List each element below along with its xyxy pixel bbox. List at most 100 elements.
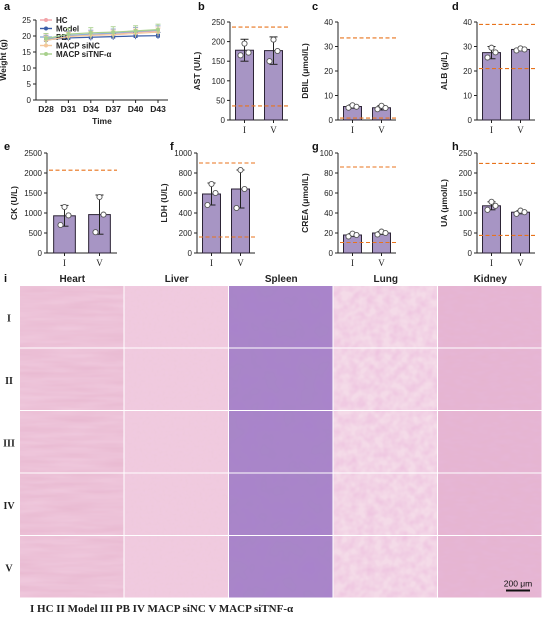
histology-panel: i Heart Liver Spleen Lung KidneyIIIIIIIVV200 …: [3, 273, 542, 598]
tile-texture: [229, 411, 333, 473]
x-tick-label: V: [270, 125, 277, 135]
y-tick-label: 20: [324, 229, 333, 238]
histology-tile: [333, 286, 437, 348]
data-point: [521, 209, 528, 216]
chart-f: 0 200 400 600 800 1000 LDH (U/L) I V: [159, 149, 255, 268]
y-tick-label: 5: [27, 80, 32, 89]
y-tick-label: 100: [212, 77, 226, 86]
data-point: [488, 198, 495, 205]
x-tick-label: D28: [38, 104, 54, 114]
y-axis-label: CREA (μmol/L): [300, 173, 310, 233]
y-tick-label: 50: [216, 96, 225, 105]
y-tick-label: 0: [221, 116, 226, 125]
data-point: [44, 36, 48, 41]
y-tick-label: 100: [459, 209, 473, 218]
x-axis-label: Time: [92, 116, 112, 126]
row-label: IV: [3, 501, 15, 512]
x-tick-label: D34: [83, 104, 99, 114]
histology-tile: [124, 348, 228, 410]
data-point: [374, 106, 381, 113]
y-axis-label: DBIL (μmol/L): [300, 43, 310, 99]
y-tick-label: 400: [179, 209, 193, 218]
panel-label-b: b: [198, 1, 205, 13]
data-point: [111, 30, 116, 35]
x-tick-label: I: [243, 125, 246, 135]
y-tick-label: 200: [459, 169, 473, 178]
y-tick-label: 30: [324, 43, 333, 52]
histology-tile: [124, 536, 228, 598]
panel-label-d: d: [452, 1, 459, 13]
y-axis-label: LDH (U/L): [159, 183, 169, 222]
x-tick-label: V: [237, 258, 244, 268]
y-tick-label: 600: [179, 189, 193, 198]
row-label: V: [5, 563, 13, 574]
data-point: [484, 54, 491, 61]
tile-texture: [20, 286, 124, 348]
data-point: [270, 36, 277, 43]
y-tick-label: 0: [329, 249, 334, 258]
legend-marker: [44, 18, 48, 22]
tile-texture: [438, 286, 542, 348]
tile-texture: [20, 473, 124, 535]
tile-texture: [438, 536, 542, 598]
y-tick-label: 250: [459, 149, 473, 158]
tile-texture: [333, 473, 437, 535]
data-point: [345, 233, 352, 240]
y-tick-label: 500: [29, 229, 43, 238]
panel-label-i: i: [4, 273, 7, 285]
y-tick-label: 2000: [24, 169, 42, 178]
y-tick-label: 25: [22, 16, 31, 25]
y-tick-label: 200: [179, 229, 193, 238]
column-header: Liver: [165, 274, 189, 285]
row-label: II: [5, 376, 13, 387]
column-header: Kidney: [474, 274, 508, 285]
tile-texture: [333, 411, 437, 473]
y-tick-label: 200: [212, 38, 226, 47]
histology-tile: [124, 411, 228, 473]
y-tick-label: 20: [463, 67, 472, 76]
histology-tile: [20, 536, 124, 598]
data-point: [382, 229, 389, 237]
tile-texture: [20, 411, 124, 473]
x-tick-label: V: [96, 258, 103, 268]
histology-tile: [438, 473, 542, 535]
histology-tile: [20, 348, 124, 410]
chart-h: 0 50 100 150 200 250 UA (μmol/L) I V: [439, 149, 535, 268]
y-tick-label: 40: [463, 18, 472, 27]
histology-tile: [124, 286, 228, 348]
x-tick-label: I: [490, 258, 493, 268]
legend-label: Model: [56, 25, 79, 34]
tile-texture: [438, 348, 542, 410]
y-axis-label: CK (U/L): [9, 186, 19, 220]
y-tick-label: 1500: [24, 189, 42, 198]
y-tick-label: 150: [212, 57, 226, 66]
y-tick-label: 0: [38, 249, 43, 258]
y-tick-label: 10: [324, 92, 333, 101]
column-header: Heart: [59, 274, 85, 285]
y-tick-label: 40: [324, 209, 333, 218]
y-tick-label: 1000: [174, 149, 192, 158]
tile-texture: [20, 536, 124, 598]
x-tick-label: D40: [128, 104, 144, 114]
y-tick-label: 10: [22, 64, 31, 73]
y-tick-label: 50: [463, 229, 472, 238]
tile-texture: [438, 411, 542, 473]
histology-tile: [333, 473, 437, 535]
legend-label: HC: [56, 16, 68, 25]
tile-texture: [229, 286, 333, 348]
data-point: [266, 58, 273, 65]
y-tick-label: 80: [324, 169, 333, 178]
x-tick-label: D31: [61, 104, 77, 114]
histology-tile: [229, 473, 333, 535]
histology-tile: [124, 473, 228, 535]
histology-tile: [20, 473, 124, 535]
data-point: [521, 46, 528, 53]
y-tick-label: 20: [324, 67, 333, 76]
y-tick-label: 40: [324, 18, 333, 27]
tile-texture: [124, 348, 228, 410]
y-tick-label: 0: [468, 249, 473, 258]
y-tick-label: 150: [459, 189, 473, 198]
x-tick-label: V: [378, 258, 385, 268]
bar: [482, 52, 501, 121]
data-point: [237, 52, 244, 59]
